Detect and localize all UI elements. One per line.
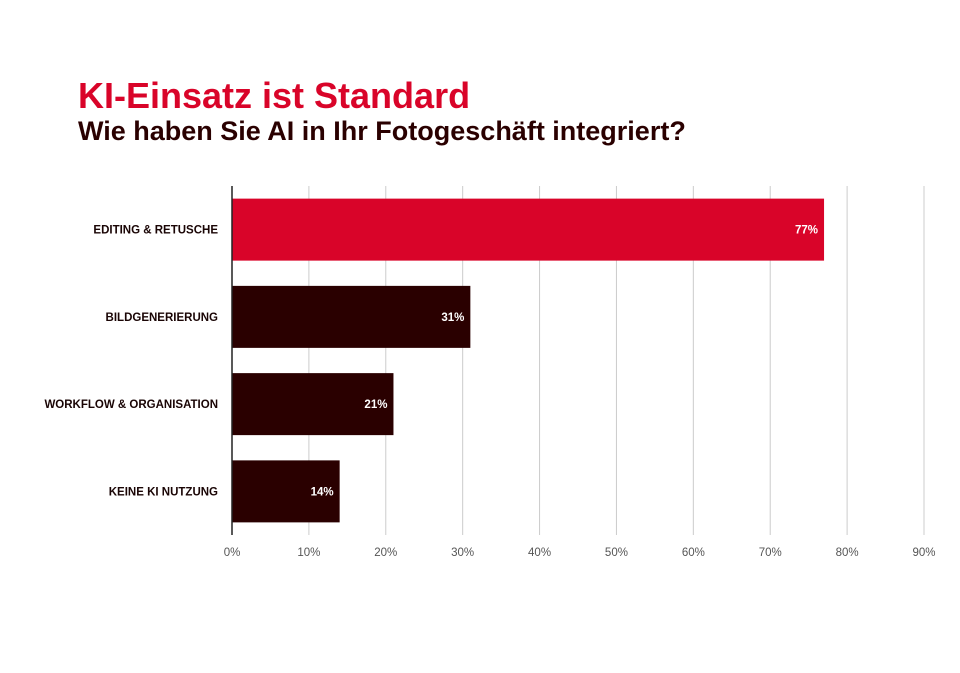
axes: 0% 10% 20% 30% 40% 50% 60% 70% 80% 90% EDITING & R… <box>44 186 936 559</box>
bar-value-label: 14% <box>311 486 334 498</box>
x-tick-label: 60% <box>682 547 705 559</box>
bar <box>232 285 471 348</box>
x-tick-label: 80% <box>836 547 859 559</box>
x-tick-label: 90% <box>912 547 935 559</box>
bars: 77% 31% 21% 14% <box>232 198 825 523</box>
chart-title: KI-Einsatz ist Standard <box>78 75 471 116</box>
bar-value-label: 77% <box>795 225 818 237</box>
x-tick-label: 30% <box>451 547 474 559</box>
bar <box>232 373 394 436</box>
category-label: EDITING & RETUSCHE <box>93 225 218 237</box>
bar-value-label: 21% <box>364 399 387 411</box>
category-label: KEINE KI NUTZUNG <box>109 486 218 498</box>
bar <box>232 198 825 261</box>
x-tick-label: 50% <box>605 547 628 559</box>
x-tick-label: 40% <box>528 547 551 559</box>
x-tick-label: 20% <box>374 547 397 559</box>
x-tick-label: 0% <box>224 547 241 559</box>
x-tick-label: 70% <box>759 547 782 559</box>
bar <box>232 460 340 523</box>
bar-value-label: 31% <box>441 312 464 324</box>
chart-subtitle: Wie haben Sie AI in Ihr Fotogeschäft int… <box>78 116 686 146</box>
category-label: BILDGENERIERUNG <box>106 312 219 324</box>
x-tick-label: 10% <box>297 547 320 559</box>
category-label: WORKFLOW & ORGANISATION <box>44 399 218 411</box>
